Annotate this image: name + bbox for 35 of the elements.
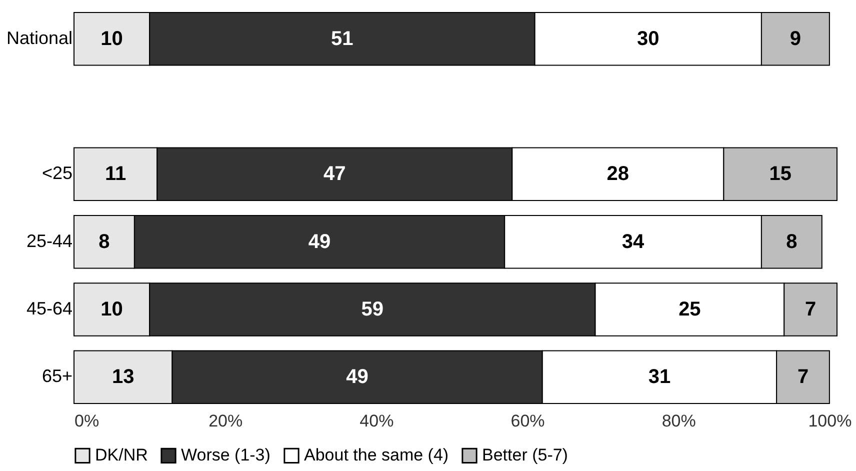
x-tick-label: 80% <box>662 412 696 430</box>
data-label: 8 <box>98 230 110 253</box>
x-tick-label: 60% <box>510 412 545 430</box>
data-label: 47 <box>324 163 346 186</box>
data-label: 15 <box>769 163 792 186</box>
data-label: 34 <box>622 230 646 253</box>
x-tick-label: 100% <box>808 412 852 430</box>
legend-label: About the same (4) <box>304 446 449 465</box>
y-tick-label: National <box>6 28 72 48</box>
data-label: 10 <box>100 298 123 320</box>
x-tick-label: 20% <box>208 412 243 430</box>
data-label: 49 <box>308 230 331 253</box>
y-tick-label: 25-44 <box>26 230 72 251</box>
data-label: 30 <box>637 28 660 50</box>
data-label: 11 <box>104 163 126 186</box>
x-tick-label: 40% <box>360 412 394 430</box>
data-label: 49 <box>346 366 368 388</box>
legend-label: DK/NR <box>95 446 148 465</box>
data-label: 51 <box>331 28 354 50</box>
data-label: 31 <box>648 366 671 388</box>
legend-label: Worse (1-3) <box>181 446 270 465</box>
data-label: 28 <box>606 163 630 186</box>
y-tick-label: 45-64 <box>26 298 72 318</box>
y-tick-label: <25 <box>42 163 72 184</box>
data-label: 25 <box>678 298 701 320</box>
data-label: 7 <box>804 298 816 320</box>
data-label: 59 <box>361 298 384 320</box>
data-label: 13 <box>112 366 134 388</box>
data-label: 8 <box>786 230 798 253</box>
data-label: 10 <box>100 28 123 50</box>
y-tick-label: 65+ <box>42 366 72 386</box>
data-label: 9 <box>790 28 802 50</box>
data-label: 7 <box>797 366 809 388</box>
x-tick-label: 0% <box>74 412 100 430</box>
legend-label: Better (5-7) <box>482 446 568 465</box>
